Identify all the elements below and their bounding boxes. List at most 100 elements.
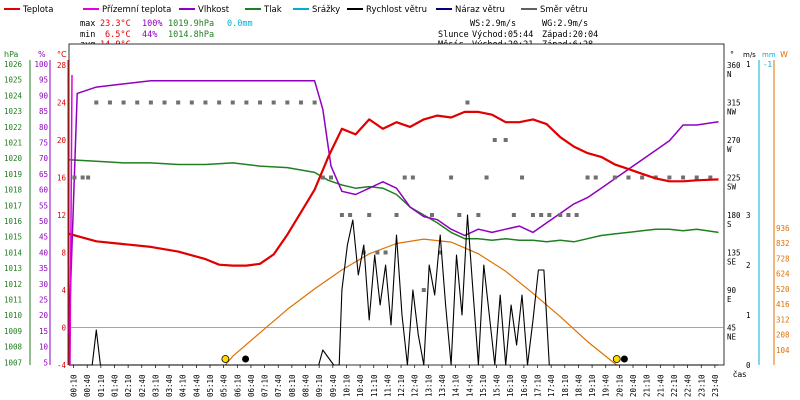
pressure-tick: 1026 bbox=[4, 60, 23, 69]
wind-dir-point bbox=[694, 175, 699, 180]
wind-dir-point bbox=[681, 175, 686, 180]
time-tick-label: 17:40 bbox=[547, 374, 556, 397]
dir-name: E bbox=[727, 295, 732, 304]
dir-tick: 135 bbox=[727, 249, 741, 258]
time-tick-label: 13:10 bbox=[424, 374, 433, 397]
wind-dir-point bbox=[465, 100, 470, 105]
speed-top: 1 bbox=[746, 60, 751, 69]
wind-dir-point bbox=[298, 100, 303, 105]
pressure-line bbox=[68, 158, 719, 243]
speed-tick: 0 bbox=[746, 361, 751, 370]
wind-dir-point bbox=[320, 175, 325, 180]
humidity-tick: 80 bbox=[39, 123, 49, 132]
humidity-tick: 55 bbox=[39, 201, 48, 210]
speed-tick: 3 bbox=[746, 211, 751, 220]
legend-label: Náraz větru bbox=[455, 5, 505, 15]
pressure-tick: 1008 bbox=[4, 343, 23, 352]
time-tick-label: 12:40 bbox=[411, 374, 420, 397]
moonrise-marker bbox=[620, 355, 628, 363]
temp-tick: 4 bbox=[61, 286, 66, 295]
axes: hPa% °C1026102510241023102210211020101910… bbox=[4, 50, 790, 370]
pressure-tick: 1012 bbox=[4, 280, 22, 289]
wind-dir-point bbox=[492, 138, 497, 142]
pressure-tick: 1024 bbox=[4, 91, 23, 100]
time-tick-label: 03:40 bbox=[165, 374, 174, 397]
time-tick-label: 02:10 bbox=[124, 374, 133, 397]
stat-min-hum: 44% bbox=[142, 30, 157, 40]
time-axis-label: čas bbox=[733, 369, 746, 379]
legend-item-1: Přízemní teplota bbox=[83, 5, 171, 15]
time-tick-label: 15:10 bbox=[479, 374, 488, 397]
solar-tick: 624 bbox=[776, 270, 790, 279]
wind-dir-point bbox=[539, 213, 544, 217]
wind-dir-point bbox=[271, 100, 276, 105]
wind-dir-point bbox=[80, 175, 85, 180]
solar-tick: 728 bbox=[776, 254, 790, 263]
wind-dir-point bbox=[585, 175, 590, 180]
dir-name: NE bbox=[727, 333, 737, 342]
time-tick-label: 19:40 bbox=[602, 374, 611, 397]
pressure-tick: 1020 bbox=[4, 154, 23, 163]
pressure-tick: 1009 bbox=[4, 327, 22, 336]
time-tick-label: 12:10 bbox=[397, 374, 406, 397]
stat-min-temp: 6.5°C bbox=[105, 30, 131, 40]
stat-max-press: 1019.9hPa bbox=[168, 19, 214, 29]
time-tick-label: 04:40 bbox=[192, 374, 201, 397]
time-tick-label: 01:10 bbox=[97, 374, 106, 397]
wind-dir-point bbox=[449, 175, 454, 180]
pressure-tick: 1007 bbox=[4, 358, 22, 367]
time-tick-label: 08:40 bbox=[302, 374, 311, 397]
pressure-tick: 1015 bbox=[4, 233, 22, 242]
wind-dir-point bbox=[203, 100, 208, 105]
wind-dir-point bbox=[383, 250, 388, 255]
wind-dir-point bbox=[612, 175, 617, 180]
time-tick-label: 02:40 bbox=[138, 374, 147, 397]
temp-tick: -4 bbox=[57, 361, 67, 370]
wind-dir-point bbox=[312, 100, 317, 105]
pressure-tick: 1018 bbox=[4, 186, 23, 195]
dir-tick: 225 bbox=[727, 174, 741, 183]
time-tick-label: 10:10 bbox=[342, 374, 351, 397]
temp-tick: 12 bbox=[57, 211, 66, 220]
legend-item-4: Srážky bbox=[293, 5, 340, 15]
time-tick-label: 23:40 bbox=[711, 374, 720, 397]
wind-dir-point bbox=[484, 175, 489, 180]
wind-dir-point bbox=[402, 175, 407, 180]
legend-label: Teplota bbox=[22, 5, 53, 15]
time-tick-label: 00:40 bbox=[83, 374, 92, 397]
pressure-tick: 1013 bbox=[4, 264, 22, 273]
wind-dir-point bbox=[530, 213, 535, 217]
time-tick-label: 07:10 bbox=[261, 374, 270, 397]
pressure-tick: 1014 bbox=[4, 248, 23, 257]
time-tick-label: 17:10 bbox=[534, 374, 543, 397]
pressure-tick: 1023 bbox=[4, 107, 22, 116]
time-tick-label: 20:10 bbox=[615, 374, 624, 397]
wind-dir-point bbox=[86, 175, 91, 180]
stat-min-label: min bbox=[80, 30, 95, 40]
dir-tick: 315 bbox=[727, 99, 741, 108]
legend-label: Vlhkost bbox=[198, 5, 230, 15]
dir-name: NW bbox=[727, 108, 737, 117]
time-tick-label: 19:10 bbox=[588, 374, 597, 397]
pressure-tick: 1022 bbox=[4, 123, 22, 132]
temp-tick: 28 bbox=[57, 61, 67, 70]
humidity-tick: 100 bbox=[34, 60, 48, 69]
wind-dir-point bbox=[421, 288, 426, 292]
wind-dir-point bbox=[476, 213, 481, 217]
wind-dir-point bbox=[558, 213, 563, 217]
time-tick-label: 23:10 bbox=[697, 374, 706, 397]
speed-unit: m/s bbox=[743, 51, 756, 59]
temperature-line bbox=[68, 110, 719, 267]
temp-tick: 16 bbox=[57, 174, 67, 183]
time-tick-label: 16:10 bbox=[506, 374, 515, 397]
wind-dir-point bbox=[394, 213, 399, 217]
wind-dir-point bbox=[410, 175, 415, 180]
temp-tick: 20 bbox=[57, 136, 67, 145]
time-tick-label: 07:40 bbox=[274, 374, 283, 397]
time-tick-label: 18:10 bbox=[561, 374, 570, 397]
mm-unit: mm bbox=[762, 51, 776, 59]
w-unit: W bbox=[780, 50, 788, 59]
dir-tick: 45 bbox=[727, 324, 736, 333]
dir-name: W bbox=[727, 145, 732, 154]
wind-dir-point bbox=[593, 175, 598, 180]
